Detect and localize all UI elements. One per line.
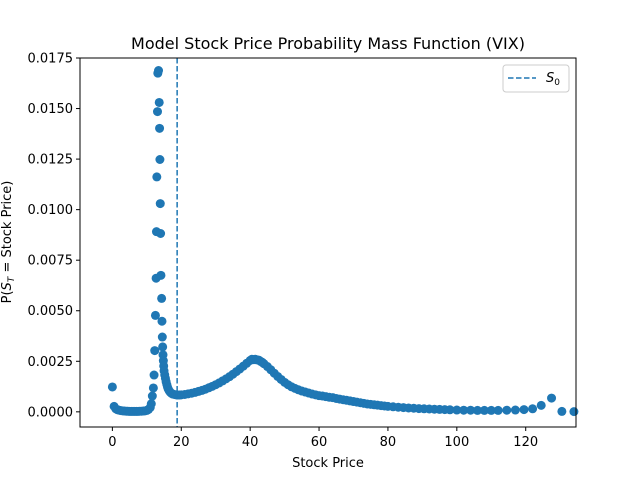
data-point <box>510 405 520 415</box>
y-axis: 0.0000 0.0025 0.0050 0.0075 0.0100 0.0125 0.01… <box>28 52 80 420</box>
x-tick-label: 0 <box>108 435 116 450</box>
data-point <box>156 229 166 238</box>
chart-title: Model Stock Price Probability Mass Funct… <box>131 34 525 53</box>
data-point <box>472 405 482 415</box>
data-points <box>107 66 579 417</box>
data-point <box>157 293 167 303</box>
data-point <box>146 399 156 409</box>
data-point <box>536 400 546 410</box>
data-point <box>155 155 165 164</box>
data-point <box>528 404 538 414</box>
data-point <box>149 370 159 380</box>
y-tick-label: 0.0100 <box>28 203 74 218</box>
x-tick-label: 120 <box>513 435 538 450</box>
y-tick-label: 0.0050 <box>28 304 74 319</box>
data-point <box>155 199 165 209</box>
data-point <box>156 270 166 280</box>
data-point <box>466 405 476 415</box>
x-tick-label: 20 <box>173 435 190 450</box>
data-point <box>486 405 496 415</box>
y-axis-label: P(ST = Stock Price) <box>0 181 17 304</box>
data-point <box>493 405 503 415</box>
data-point <box>154 66 164 76</box>
y-tick-label: 0.0025 <box>28 355 74 370</box>
x-axis-label: Stock Price <box>292 456 364 471</box>
y-tick-label: 0.0150 <box>28 102 74 117</box>
data-point <box>445 405 455 415</box>
x-axis: 0 20 40 60 80 100 120 <box>108 427 538 450</box>
data-point <box>459 405 469 415</box>
data-point <box>154 97 164 107</box>
data-point <box>153 107 162 117</box>
legend-label: S0 <box>546 71 560 88</box>
data-point <box>557 406 567 416</box>
x-tick-label: 80 <box>380 435 397 450</box>
data-point <box>155 123 165 133</box>
x-tick-label: 40 <box>242 435 259 450</box>
legend: S0 <box>502 64 570 93</box>
data-point <box>158 342 168 352</box>
y-tick-label: 0.0075 <box>28 254 74 269</box>
data-point <box>150 310 160 320</box>
plot-frame <box>79 57 577 428</box>
y-tick-label: 0.0175 <box>28 52 74 67</box>
data-point <box>452 405 462 415</box>
data-point <box>150 346 160 356</box>
data-point <box>547 393 557 403</box>
x-tick-label: 60 <box>311 435 328 450</box>
y-tick-label: 0.0000 <box>28 405 74 420</box>
x-tick-label: 100 <box>444 435 469 450</box>
data-point <box>502 405 512 415</box>
data-point <box>157 332 167 342</box>
data-point <box>148 383 158 393</box>
data-point <box>479 405 489 415</box>
data-point <box>569 407 579 417</box>
data-point <box>157 316 167 326</box>
data-point <box>147 391 157 401</box>
y-tick-label: 0.0125 <box>28 153 74 168</box>
data-point <box>107 382 117 392</box>
data-point <box>519 405 529 415</box>
data-point <box>152 172 162 182</box>
